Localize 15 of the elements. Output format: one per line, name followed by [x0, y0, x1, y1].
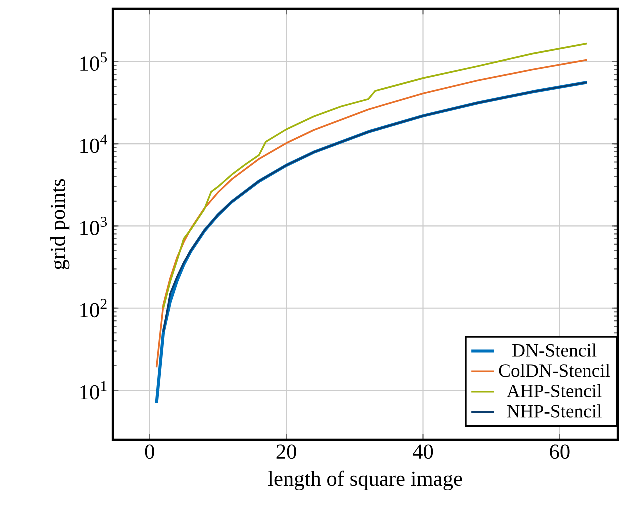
y-tick-label: 10$^{1}$	[80, 381, 107, 400]
x-tick-label: 60	[550, 444, 570, 460]
x-axis-title: length of square image	[268, 470, 462, 491]
x-tick-label: 40	[413, 444, 434, 460]
legend-label: AHP-Stencil	[507, 384, 602, 398]
y-axis-title: grid points	[50, 179, 70, 270]
y-tick-label: 10$^{4}$	[80, 134, 108, 154]
y-tick-label: 10$^{3}$	[80, 216, 108, 236]
legend-label: DN-Stencil	[512, 344, 597, 357]
legend-label: NHP-Stencil	[507, 404, 602, 418]
y-tick-label: 10$^{5}$	[80, 52, 108, 72]
legend-label: ColDN-Stencil	[499, 364, 610, 378]
y-tick-label: 10$^{2}$	[80, 299, 107, 318]
x-tick-label: 20	[276, 444, 296, 460]
x-tick-label: 0	[145, 444, 154, 460]
